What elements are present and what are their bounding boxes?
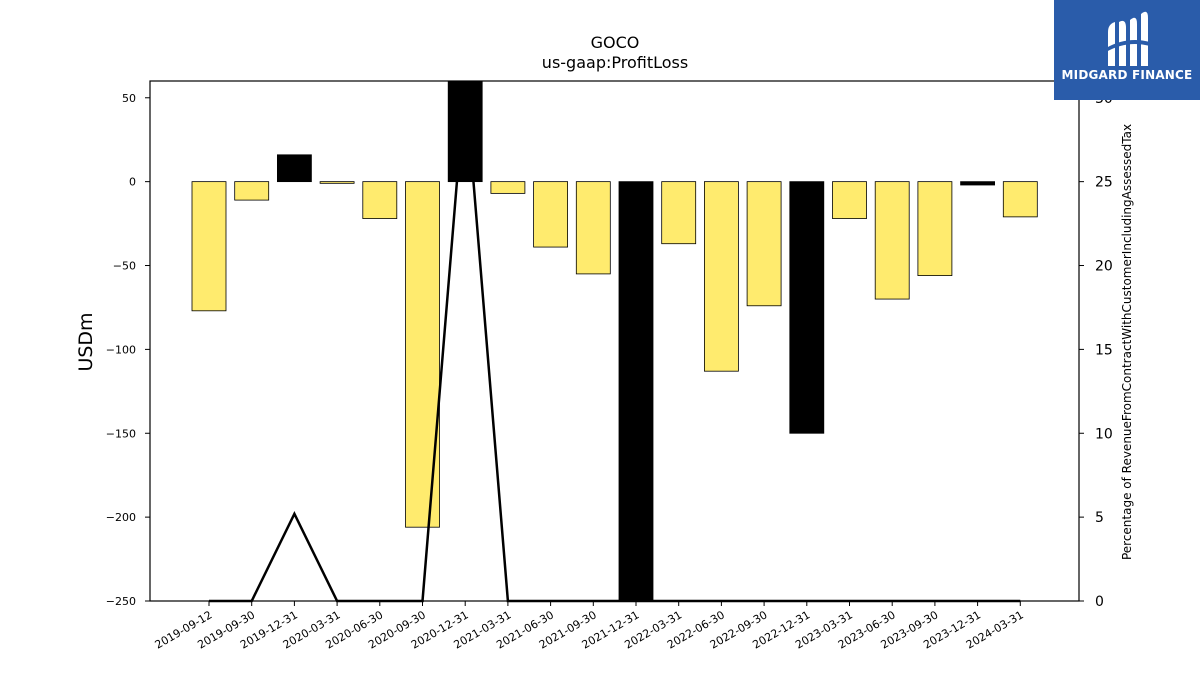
y-tick-label: −200 — [106, 511, 136, 524]
bar — [832, 181, 867, 219]
bar — [746, 181, 782, 307]
bar — [789, 181, 825, 434]
chart-title: GOCO — [591, 33, 640, 52]
bar — [362, 181, 398, 219]
y2-tick-label: 25 — [1095, 175, 1113, 191]
midgard-logo-icon — [1106, 11, 1150, 66]
bar — [405, 181, 440, 528]
y-tick-label: −100 — [106, 343, 136, 356]
y2-tick-label: 0 — [1095, 594, 1104, 610]
y-tick-label: −50 — [113, 260, 136, 273]
bar — [874, 181, 910, 300]
bar — [1002, 181, 1038, 218]
y-tick-label: −250 — [106, 595, 136, 608]
y-axis-label: USDm — [75, 312, 97, 371]
bar — [191, 181, 227, 312]
bar — [704, 181, 739, 372]
y2-axis-label: Percentage of RevenueFromContractWithCus… — [1120, 124, 1134, 560]
bar — [618, 181, 654, 602]
y-tick-label: 50 — [122, 92, 136, 105]
y-tick-label: 0 — [129, 176, 136, 189]
bar — [661, 181, 697, 245]
bar — [319, 181, 355, 184]
bar — [960, 181, 995, 186]
bar — [575, 181, 611, 275]
bar — [234, 181, 270, 201]
y2-tick-label: 20 — [1095, 259, 1113, 275]
brand-logo: MIDGARD FINANCE — [1054, 0, 1200, 100]
plot-frame — [149, 80, 1080, 602]
bar — [917, 181, 953, 276]
bar — [533, 181, 568, 248]
y2-tick-label: 5 — [1095, 510, 1104, 526]
bar — [447, 80, 483, 183]
logo-text: MIDGARD FINANCE — [1061, 68, 1193, 82]
series-line — [209, 80, 1021, 603]
y2-tick-label: 15 — [1095, 342, 1113, 358]
bar — [490, 181, 526, 194]
y2-tick-label: 10 — [1095, 426, 1113, 442]
y-tick-label: −150 — [106, 427, 136, 440]
bar — [276, 154, 312, 183]
chart-subtitle: us-gaap:ProfitLoss — [542, 53, 688, 72]
